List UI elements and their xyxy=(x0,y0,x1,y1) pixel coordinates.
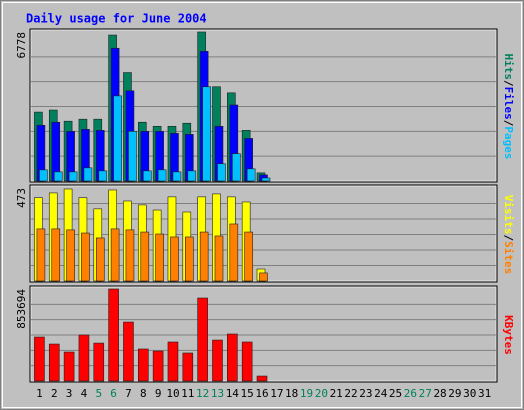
x-tick-label: 19 xyxy=(300,387,313,400)
x-tick-label: 11 xyxy=(181,387,194,400)
legend: Hits/Files/Pages xyxy=(502,54,515,160)
bar xyxy=(155,233,164,282)
bar xyxy=(229,223,239,282)
bar xyxy=(98,170,108,182)
bar xyxy=(36,228,46,282)
legend-entry: Files xyxy=(502,87,515,120)
bar xyxy=(244,231,253,282)
bar xyxy=(95,237,105,282)
bar xyxy=(187,170,197,182)
x-tick-label: 13 xyxy=(211,387,224,400)
bar xyxy=(167,341,179,382)
y-tick-label: 6778 xyxy=(15,32,28,59)
bar xyxy=(113,95,122,182)
bar xyxy=(212,339,223,382)
bar xyxy=(246,168,256,182)
bar xyxy=(128,131,137,182)
legend: Visits/Sites xyxy=(502,195,515,275)
bar xyxy=(81,232,90,282)
x-tick-label: 22 xyxy=(344,387,357,400)
bar xyxy=(152,350,164,382)
bar xyxy=(34,336,45,382)
bar xyxy=(256,375,268,382)
x-tick-label: 7 xyxy=(125,387,132,400)
x-tick-label: 28 xyxy=(433,387,446,400)
x-tick-label: 31 xyxy=(478,387,491,400)
bar xyxy=(157,169,167,182)
bar xyxy=(108,288,119,382)
bar xyxy=(172,171,182,182)
y-tick-label: 853694 xyxy=(15,289,28,329)
bar xyxy=(142,170,152,182)
bar xyxy=(170,236,179,282)
x-tick-label: 4 xyxy=(81,387,88,400)
x-tick-label: 23 xyxy=(359,387,372,400)
x-tick-label: 2 xyxy=(51,387,58,400)
legend-separator: / xyxy=(502,120,515,127)
legend-entry: Pages xyxy=(502,126,515,159)
bar xyxy=(199,231,209,282)
x-tick-label: 1 xyxy=(36,387,43,400)
x-tick-label: 8 xyxy=(140,387,147,400)
bar xyxy=(217,163,226,182)
x-tick-label: 6 xyxy=(110,387,117,400)
x-tick-label: 30 xyxy=(463,387,476,400)
bar xyxy=(48,343,60,382)
bar xyxy=(214,235,224,282)
bar xyxy=(51,228,61,282)
legend: KBytes xyxy=(502,315,515,355)
bar xyxy=(185,236,194,282)
legend-separator: / xyxy=(502,80,515,87)
x-tick-label: 15 xyxy=(241,387,254,400)
bar xyxy=(197,297,208,382)
legend-entry: Sites xyxy=(502,241,515,274)
x-tick-label: 16 xyxy=(255,387,268,400)
bar xyxy=(259,272,268,282)
bar xyxy=(78,334,90,382)
bar xyxy=(241,341,253,382)
bar xyxy=(53,171,63,182)
bar xyxy=(68,171,78,182)
bar xyxy=(66,229,75,282)
x-tick-label: 21 xyxy=(330,387,343,400)
chart-title: Daily usage for June 2004 xyxy=(26,12,207,26)
x-tick-label: 26 xyxy=(404,387,417,400)
legend-entry: KBytes xyxy=(502,315,515,355)
bar xyxy=(93,342,105,382)
bar xyxy=(39,169,48,182)
x-tick-label: 24 xyxy=(374,387,388,400)
x-tick-label: 12 xyxy=(196,387,209,400)
x-tick-label: 14 xyxy=(226,387,240,400)
bar xyxy=(63,351,75,382)
bar xyxy=(83,167,93,182)
x-tick-label: 20 xyxy=(315,387,328,400)
bar xyxy=(110,228,120,282)
legend-separator: / xyxy=(502,235,515,242)
bar xyxy=(232,153,241,182)
bar xyxy=(125,229,135,282)
bar xyxy=(227,333,238,382)
x-tick-label: 17 xyxy=(270,387,283,400)
legend-entry: Hits xyxy=(502,54,515,81)
x-tick-label: 9 xyxy=(155,387,162,400)
x-tick-label: 10 xyxy=(166,387,179,400)
x-tick-label: 29 xyxy=(448,387,461,400)
y-tick-label: 473 xyxy=(15,188,28,208)
x-tick-label: 18 xyxy=(285,387,298,400)
bar xyxy=(140,231,150,282)
bar xyxy=(123,321,134,382)
bar xyxy=(137,348,149,382)
legend-entry: Visits xyxy=(502,195,515,235)
x-tick-label: 25 xyxy=(389,387,402,400)
x-tick-label: 3 xyxy=(66,387,73,400)
bar xyxy=(261,177,271,182)
bar xyxy=(202,86,211,182)
x-tick-label: 27 xyxy=(419,387,432,400)
x-tick-label: 5 xyxy=(95,387,102,400)
bar xyxy=(182,352,194,382)
